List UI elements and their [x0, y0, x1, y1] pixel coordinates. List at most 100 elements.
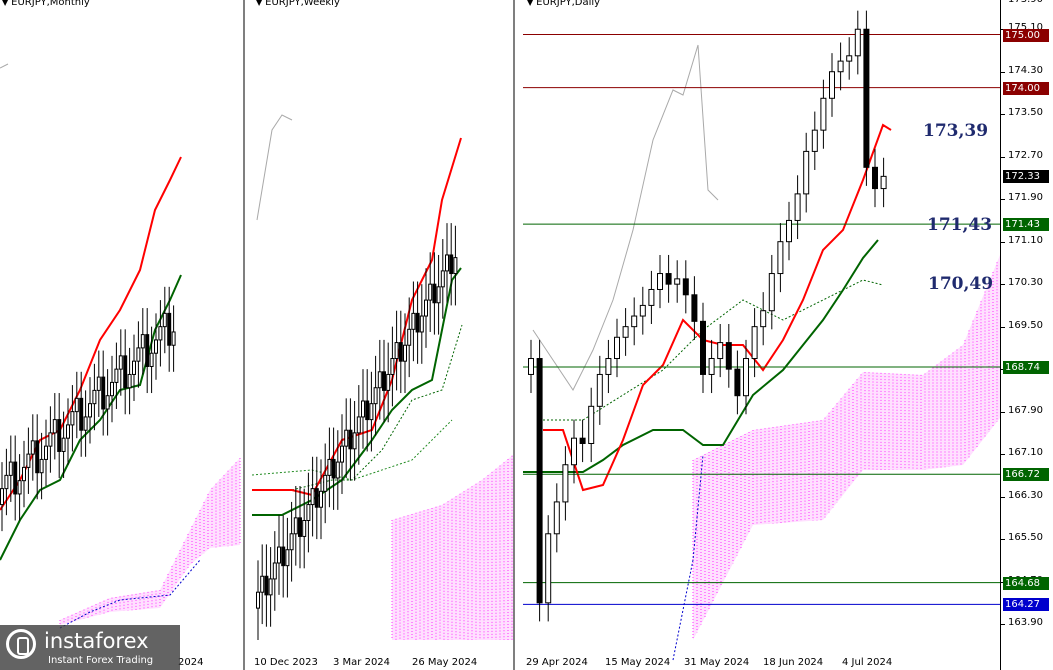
price-tick-mark — [1001, 241, 1005, 243]
price-tick-mark — [1001, 199, 1005, 201]
monthly-candle — [96, 376, 101, 391]
weekly-candle — [390, 358, 395, 375]
monthly-candle — [30, 440, 35, 455]
weekly-candle — [377, 371, 382, 389]
daily-candle — [588, 405, 595, 444]
panel-divider[interactable] — [513, 0, 515, 670]
price-badge: 175.00 — [1003, 28, 1049, 42]
weekly-candle — [445, 254, 449, 272]
weekly-candle — [327, 458, 332, 476]
price-tick-mark — [1001, 284, 1005, 286]
monthly-panel: ▼ EURJPY,Monthly 2024 — [0, 0, 243, 670]
instaforex-logo: instaforex Instant Forex Trading — [0, 625, 180, 670]
price-tick-label: 172.70 — [1008, 149, 1043, 161]
weekly-candle — [281, 546, 286, 567]
price-tick-label: 167.90 — [1008, 404, 1043, 416]
monthly-candle — [149, 352, 154, 367]
daily-candle — [605, 358, 612, 375]
monthly-candle — [101, 376, 106, 410]
daily-kijun-line — [523, 239, 879, 473]
weekly-candle — [260, 575, 265, 593]
monthly-candle — [48, 432, 53, 447]
monthly-candle — [0, 488, 4, 506]
daily-candle — [768, 273, 775, 312]
daily-candle — [622, 326, 629, 338]
monthly-title: ▼ EURJPY,Monthly — [2, 0, 90, 8]
weekly-lagging-line — [256, 114, 293, 221]
monthly-candle — [79, 397, 84, 431]
price-tick-label: 173.50 — [1008, 107, 1043, 119]
instaforex-logo-icon — [6, 629, 36, 659]
daily-candle — [528, 358, 534, 375]
price-scale[interactable]: 175.10 174.30 173.50 172.70 171.90 171.10 170.… — [1000, 0, 1053, 670]
weekly-cloud — [392, 455, 513, 640]
weekly-candle — [285, 549, 290, 567]
monthly-chart — [0, 63, 241, 629]
monthly-candle — [8, 461, 13, 476]
weekly-candle — [365, 400, 370, 421]
panel-divider[interactable] — [243, 0, 245, 670]
dropdown-triangle-icon: ▼ — [256, 0, 263, 7]
monthly-candle — [4, 474, 9, 490]
daily-chart — [523, 10, 1000, 661]
monthly-candle — [22, 466, 26, 482]
monthly-cloud — [60, 458, 240, 625]
daily-candle — [829, 71, 835, 99]
daily-candle — [777, 241, 784, 275]
daily-candle — [760, 310, 767, 328]
weekly-candle — [272, 562, 277, 580]
price-badge: 164.27 — [1003, 598, 1049, 612]
weekly-candle — [407, 328, 412, 346]
monthly-candle — [127, 373, 132, 389]
daily-date-label: 18 Jun 2024 — [763, 657, 824, 668]
price-tick-mark — [1001, 114, 1005, 116]
weekly-candle — [310, 488, 315, 506]
weekly-candle — [319, 490, 323, 508]
weekly-candle — [306, 504, 311, 522]
weekly-candle — [340, 445, 344, 463]
monthly-candle — [162, 312, 167, 328]
weekly-candle — [424, 299, 428, 317]
monthly-candle — [105, 395, 110, 410]
monthly-candle — [167, 312, 172, 346]
price-tick-label: 173.90 — [1008, 0, 1043, 5]
weekly-candle — [302, 520, 307, 537]
weekly-candle — [348, 429, 353, 450]
monthly-candle — [70, 411, 75, 426]
daily-candle — [639, 304, 646, 317]
monthly-candle — [158, 326, 163, 341]
price-tick-label: 167.10 — [1008, 447, 1043, 459]
weekly-candle — [440, 270, 445, 288]
daily-date-label: 4 Jul 2024 — [842, 657, 893, 668]
weekly-title: ▼ EURJPY,Weekly — [256, 0, 340, 8]
price-badge: 164.68 — [1003, 576, 1049, 590]
daily-candle — [596, 373, 603, 407]
daily-candle — [691, 294, 698, 322]
dropdown-triangle-icon: ▼ — [527, 0, 534, 7]
weekly-candle — [331, 458, 336, 479]
price-tick-mark — [1001, 496, 1005, 498]
weekly-candle — [361, 400, 365, 418]
price-tick-label: 175.10 — [1008, 22, 1043, 33]
monthly-candle — [118, 355, 123, 370]
annotation-173-39: 173,39 — [923, 121, 989, 141]
daily-candle — [700, 320, 706, 375]
weekly-chart — [252, 114, 513, 640]
monthly-candle — [136, 347, 141, 362]
weekly-candle — [394, 342, 399, 360]
price-tick-mark — [1001, 454, 1005, 456]
weekly-span-line — [252, 419, 453, 481]
daily-candle — [553, 501, 560, 535]
weekly-candle — [382, 371, 386, 391]
weekly-candle — [398, 342, 403, 362]
weekly-candle — [428, 283, 433, 301]
daily-candle — [657, 273, 663, 290]
dropdown-triangle-icon: ▼ — [2, 0, 9, 7]
daily-candle — [614, 336, 620, 360]
daily-candle — [571, 437, 577, 466]
weekly-panel: ▼ EURJPY,Weekly 10 Dec 2023 3 Mar 2024 26… — [252, 0, 513, 670]
monthly-candle — [145, 334, 150, 367]
weekly-kijun-line — [252, 267, 462, 516]
daily-date-label: 31 May 2024 — [684, 657, 750, 668]
weekly-candle — [449, 254, 454, 275]
